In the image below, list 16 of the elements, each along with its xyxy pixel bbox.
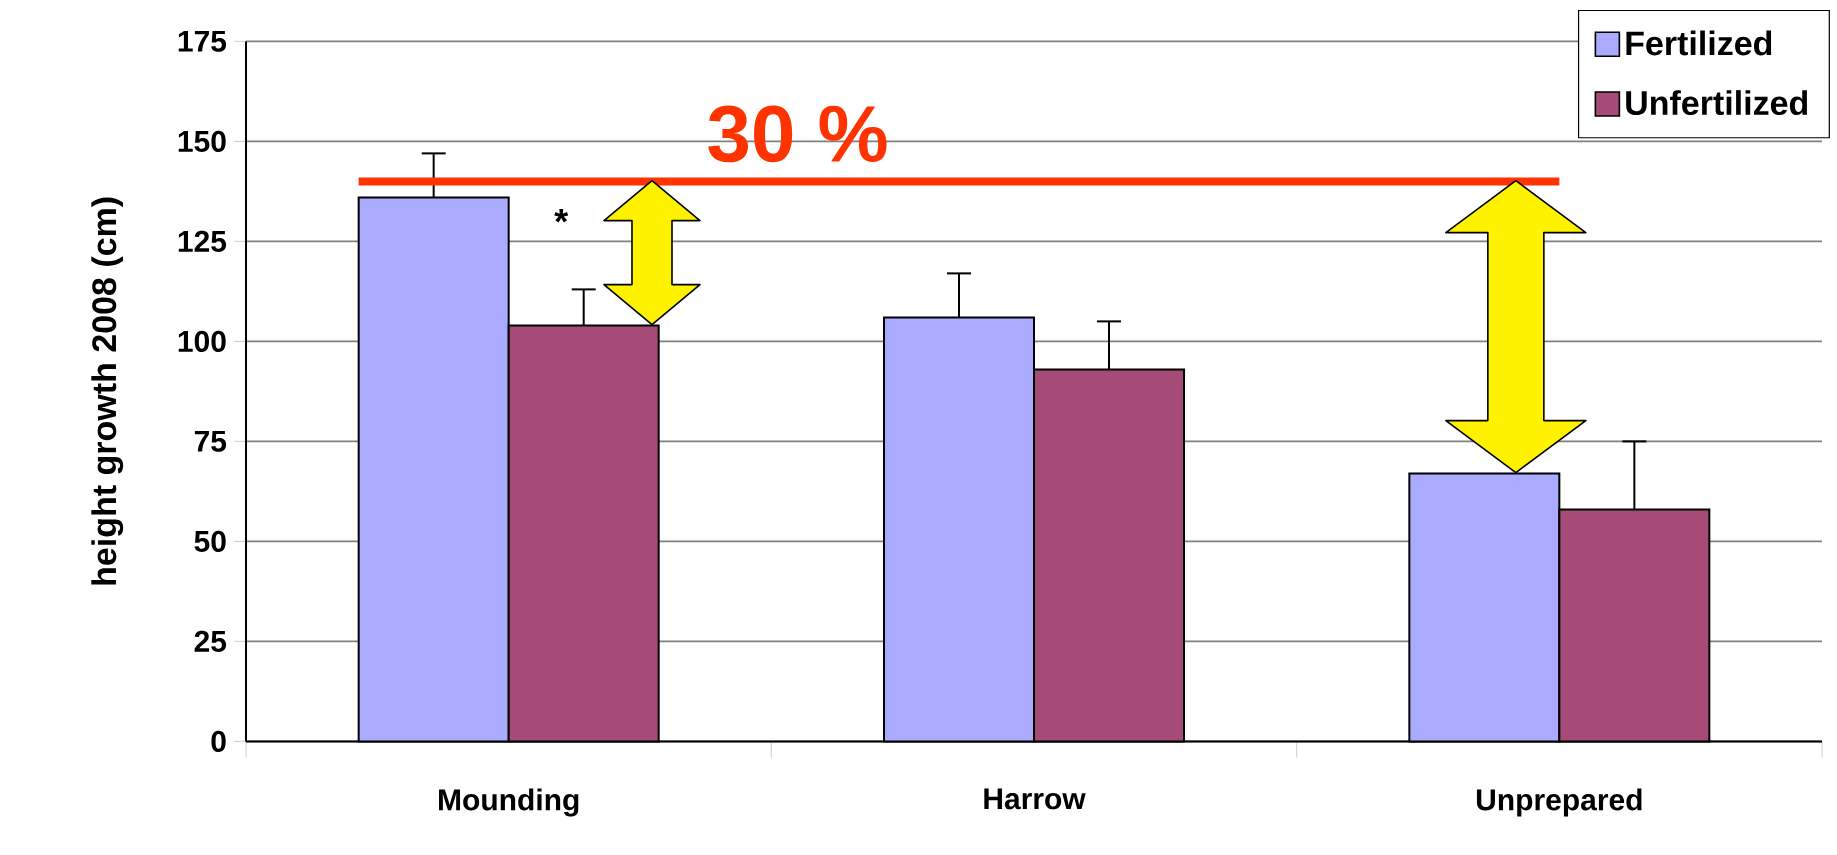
annotation: 30 % bbox=[708, 105, 887, 163]
y-tick-label: 175 bbox=[178, 30, 227, 52]
legend-label: Fertilized bbox=[1626, 30, 1772, 56]
x-tick-label: Unprepared bbox=[1476, 788, 1642, 817]
y-axis-title: height growth 2008 (cm) bbox=[91, 197, 124, 585]
y-tick-label: 75 bbox=[194, 430, 227, 452]
x-tick-label: Mounding bbox=[439, 788, 579, 817]
y-tick-label: 50 bbox=[194, 530, 226, 552]
y-tick-label: 25 bbox=[194, 630, 227, 652]
y-tick-label: 150 bbox=[178, 130, 226, 152]
y-tick-label: 0 bbox=[211, 730, 226, 752]
y-tick-label: 100 bbox=[178, 330, 226, 352]
x-tick-label: Harrow bbox=[984, 788, 1086, 810]
annotation: * bbox=[554, 208, 569, 223]
legend-label: Unfertilized bbox=[1626, 90, 1808, 116]
y-tick-label: 125 bbox=[178, 230, 227, 252]
